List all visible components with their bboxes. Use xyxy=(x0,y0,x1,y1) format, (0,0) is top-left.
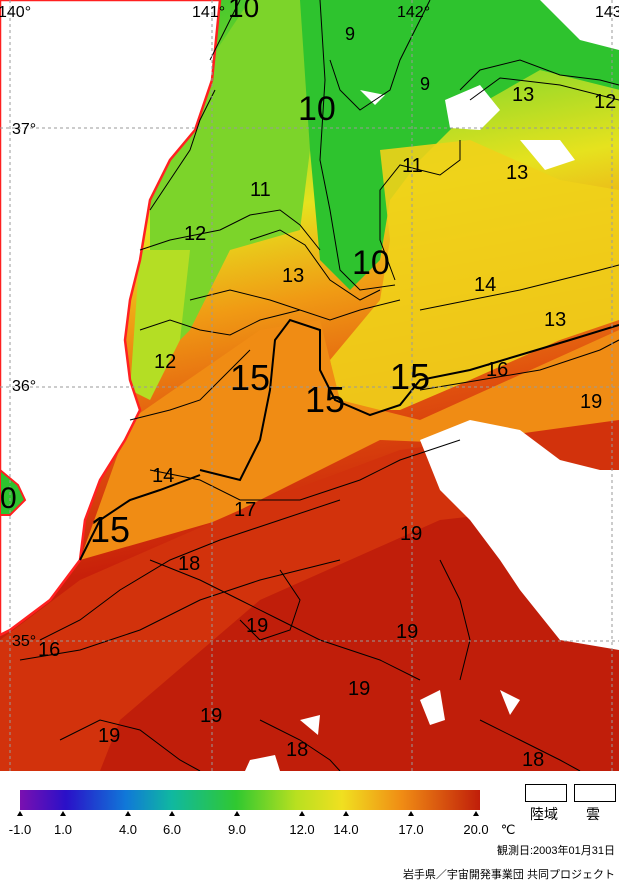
lon-label-140: 140° xyxy=(0,4,31,21)
contour-labels: 10 9 9 10 13 12 11 13 11 12 10 13 14 13 … xyxy=(0,0,616,771)
contour-label: 9 xyxy=(420,74,430,94)
contour-label: 15 xyxy=(90,509,130,550)
contour-label: 13 xyxy=(544,309,566,331)
scale-tick xyxy=(169,811,175,816)
scale-label: 14.0 xyxy=(333,822,359,837)
scale-label: 9.0 xyxy=(227,822,247,837)
scale-label: -1.0 xyxy=(8,822,32,837)
contour-label: 13 xyxy=(512,84,534,106)
contour-label: 14 xyxy=(152,465,174,487)
land-area xyxy=(0,0,222,637)
contour-label: 9 xyxy=(345,24,355,44)
contour-label: 10 xyxy=(298,90,336,128)
contour-label: 18 xyxy=(522,749,544,771)
scale-label: 1.0 xyxy=(53,822,73,837)
land-legend-box xyxy=(525,784,567,802)
contour-label: 14 xyxy=(474,274,496,296)
scale-label: 12.0 xyxy=(289,822,315,837)
contour-label: 12 xyxy=(184,223,206,245)
cold-tongue-10 xyxy=(280,0,619,290)
lat-label-37: 37° xyxy=(12,121,36,138)
scale-label: 6.0 xyxy=(162,822,182,837)
land-legend-label: 陸域 xyxy=(530,806,558,822)
scale-label: 17.0 xyxy=(398,822,424,837)
lon-label-142: 142° xyxy=(397,4,430,21)
scale-tick xyxy=(408,811,414,816)
contour-label: 16 xyxy=(38,639,60,661)
cloud-legend-box xyxy=(574,784,616,802)
contour-label: 15 xyxy=(305,379,345,420)
contour-label: 10 xyxy=(228,0,259,23)
green-coast-band-2 xyxy=(130,250,190,400)
contour-label: 19 xyxy=(246,615,268,637)
isotherms xyxy=(19,0,619,771)
contour-label: 11 xyxy=(402,155,423,177)
contour-label: 18 xyxy=(178,553,200,575)
scale-tick xyxy=(343,811,349,816)
lon-label-141: 141° xyxy=(192,4,225,21)
color-scale-bar xyxy=(20,790,480,810)
contour-label: 13 xyxy=(506,162,528,184)
credit-line: 岩手県／宇宙開発事業団 共同プロジェクト xyxy=(402,869,615,881)
contour-label: 17 xyxy=(234,499,256,521)
contour-label: 10 xyxy=(352,244,390,282)
lat-label-35: 35° xyxy=(12,633,36,650)
zone-19 xyxy=(100,500,619,771)
lat-label-36: 36° xyxy=(12,378,36,395)
cloud-patches xyxy=(245,0,619,771)
contour-label: 19 xyxy=(98,725,120,747)
green-coast-band xyxy=(150,0,310,370)
scale-tick xyxy=(473,811,479,816)
scale-tick xyxy=(299,811,305,816)
unit-label: ℃ xyxy=(500,822,516,837)
contour-label: 18 xyxy=(286,739,308,761)
contour-label: 0 xyxy=(0,482,17,515)
contour-label: 11 xyxy=(250,179,271,201)
scale-tick xyxy=(234,811,240,816)
island-left xyxy=(0,468,27,516)
scale-label: 20.0 xyxy=(463,822,489,837)
contour-label: 19 xyxy=(580,391,602,413)
sst-map: 140° 141° 142° 143° 37° 36° 35° 10 9 9 1… xyxy=(0,0,619,771)
scale-tick xyxy=(60,811,66,816)
contour-label: 19 xyxy=(400,523,422,545)
lon-label-143: 143° xyxy=(595,4,619,21)
observation-date: 観測日:2003年01月31日 xyxy=(497,845,615,857)
scale-tick xyxy=(125,811,131,816)
scale-label: 4.0 xyxy=(118,822,138,837)
contour-label: 19 xyxy=(200,705,222,727)
contour-label: 12 xyxy=(154,351,176,373)
contour-label: 12 xyxy=(594,91,616,113)
warm-eddy-13 xyxy=(330,140,619,410)
legend xyxy=(0,771,619,881)
scale-tick xyxy=(17,811,23,816)
contour-label: 15 xyxy=(230,357,270,398)
cloud-legend-label: 雲 xyxy=(586,806,600,822)
contour-label: 15 xyxy=(390,356,430,397)
contour-label: 19 xyxy=(396,621,418,643)
zone-15 xyxy=(80,320,619,560)
lat-lon-grid xyxy=(0,0,619,771)
contour-label: 19 xyxy=(348,678,370,700)
contour-label: 16 xyxy=(486,359,508,381)
contour-label: 13 xyxy=(282,265,304,287)
